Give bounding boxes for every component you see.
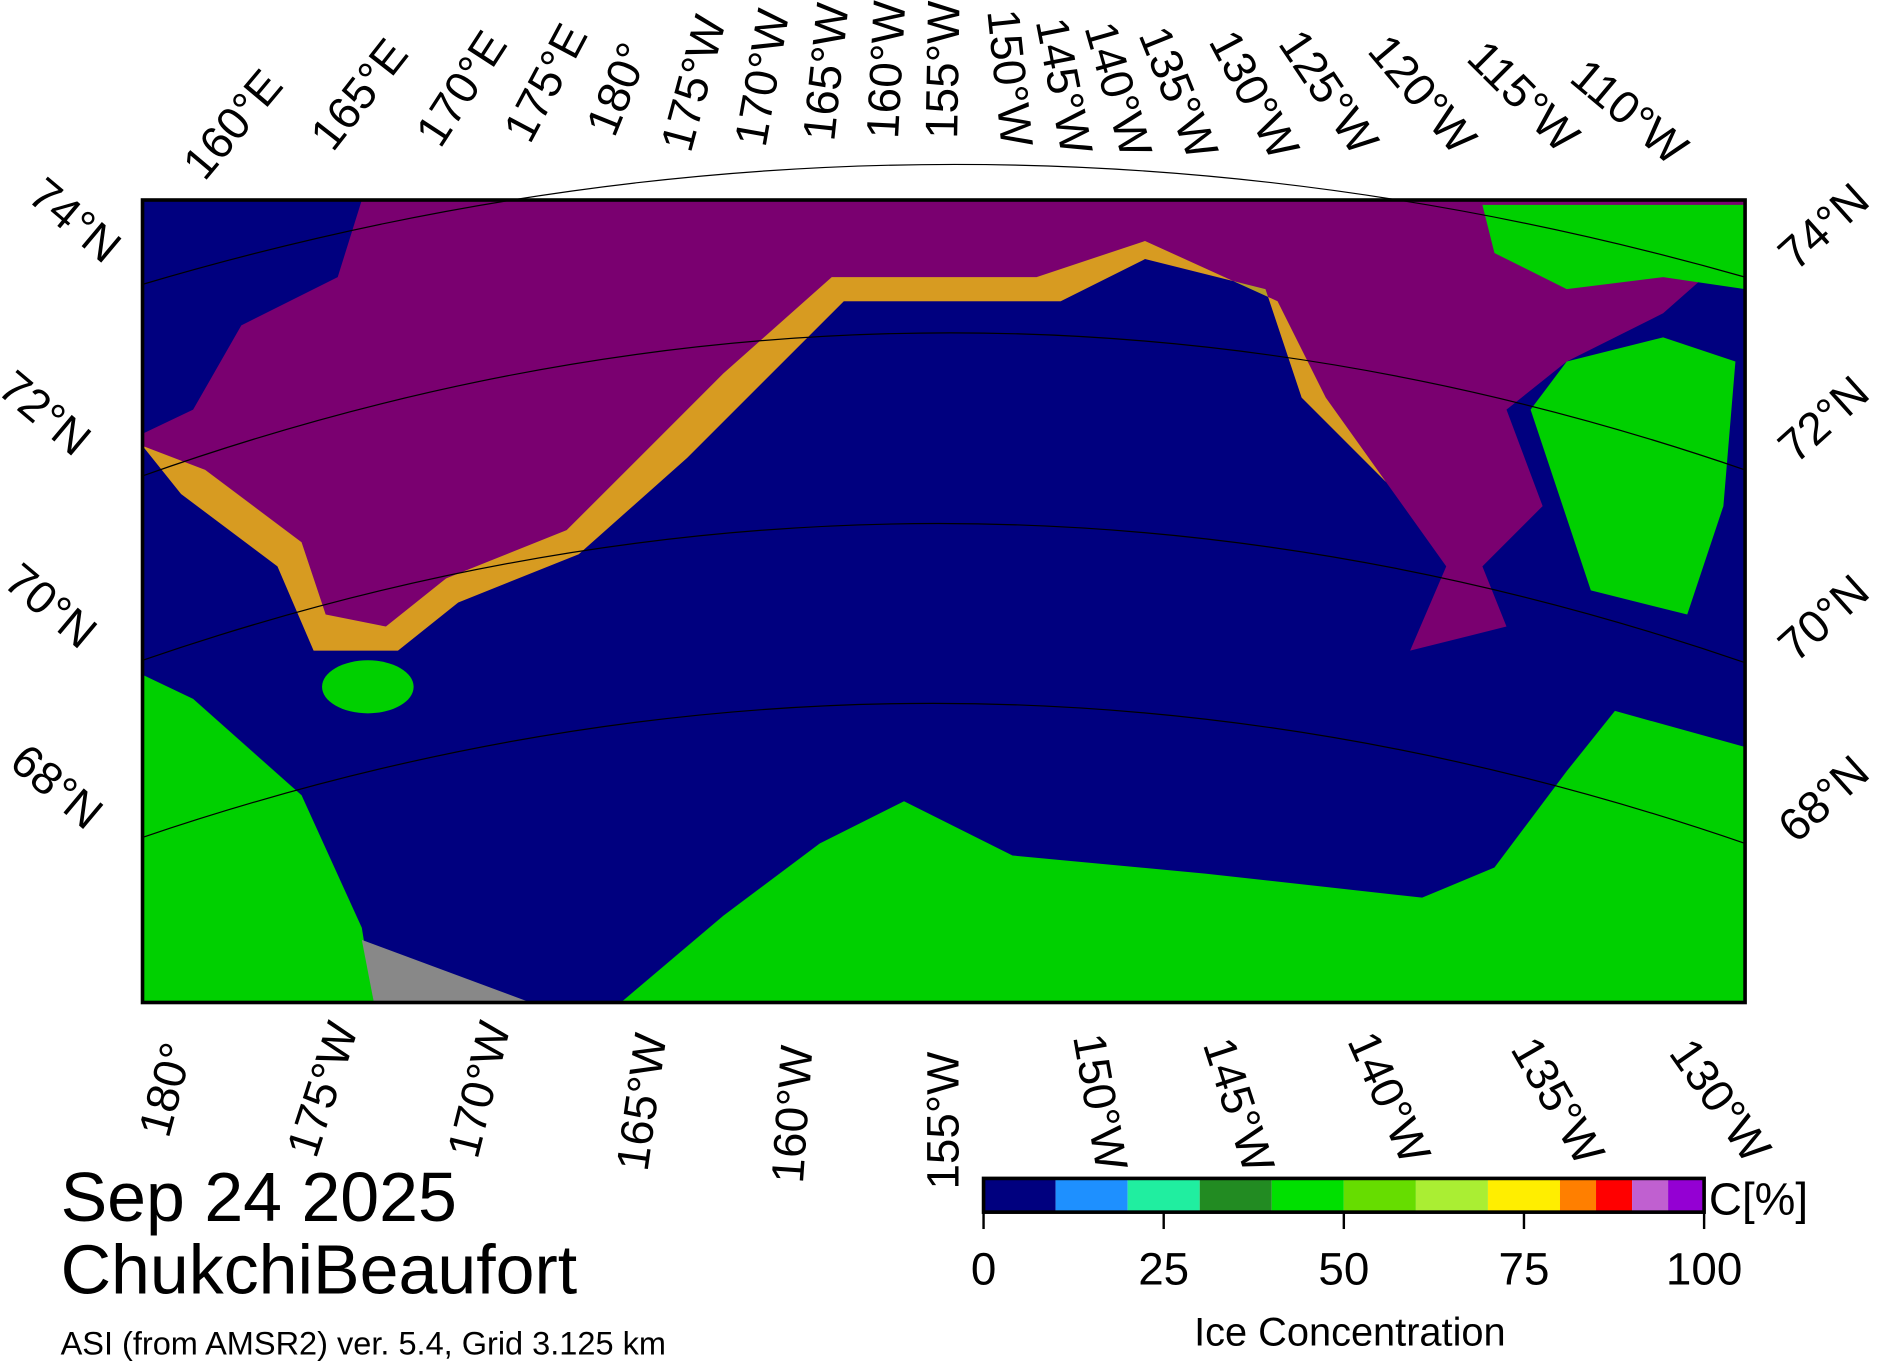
coord-label: 180° — [129, 1037, 203, 1142]
region: ChukchiBeaufort — [61, 1230, 578, 1308]
coord-label: 74°N — [19, 168, 130, 273]
land-siberia — [142, 674, 374, 1003]
coord-label: 155°W — [917, 1051, 968, 1190]
coord-label: 70°N — [1768, 565, 1878, 671]
colorbar-tick-label: 75 — [1499, 1243, 1550, 1294]
land-banks-island — [1530, 337, 1736, 615]
coord-label: 70°N — [0, 553, 106, 658]
map — [140, 163, 1747, 1005]
subtitle: ASI (from AMSR2) ver. 5.4, Grid 3.125 km — [61, 1325, 666, 1361]
colorbar-bin — [1668, 1178, 1705, 1213]
ocean-west — [142, 200, 362, 434]
date: Sep 24 2025 — [61, 1158, 457, 1236]
coord-label: 145°W — [1193, 1032, 1284, 1180]
colorbar-bin — [1559, 1178, 1597, 1213]
coord-label: 150°W — [1063, 1030, 1137, 1175]
coord-label: 135°W — [1501, 1028, 1614, 1174]
land-archipelago — [1482, 204, 1746, 290]
colorbar-label: Ice Concentration — [1194, 1311, 1506, 1355]
coord-label: 175°W — [651, 10, 736, 157]
colorbar-bin — [1343, 1178, 1416, 1213]
colorbar-bin — [1632, 1178, 1669, 1213]
land-alaska-canada — [620, 710, 1746, 1003]
coord-label: 155°W — [916, 0, 969, 139]
coord-label: 130°W — [1660, 1029, 1781, 1172]
coord-label: 160°E — [173, 60, 293, 189]
coord-label: 110°W — [1561, 49, 1697, 175]
colorbar-bin — [1271, 1178, 1344, 1213]
colorbar-tick-label: 100 — [1666, 1243, 1742, 1294]
colorbar-unit: C[%] — [1709, 1174, 1808, 1225]
coord-label: 72°N — [0, 361, 100, 466]
graticule — [142, 163, 1746, 845]
colorbar-bin — [1596, 1178, 1633, 1213]
coord-label: 140°W — [1338, 1024, 1441, 1171]
map-frame — [140, 198, 1747, 1005]
colorbar-bin — [983, 1178, 1056, 1213]
coord-label: 160°W — [857, 0, 915, 140]
coord-label: 120°W — [1359, 25, 1487, 164]
coord-label: 165°W — [607, 1029, 677, 1173]
coord-label: 72°N — [1768, 366, 1878, 472]
colorbar-tick-label: 25 — [1138, 1243, 1189, 1294]
colorbar-bin — [1415, 1178, 1488, 1213]
ice-pack — [142, 200, 1746, 651]
coord-label: 68°N — [1, 734, 112, 839]
coord-label: 175°E — [494, 16, 598, 150]
colorbar-bin — [1487, 1178, 1560, 1213]
colorbar-tick-label: 50 — [1318, 1243, 1369, 1294]
coord-label: 115°W — [1458, 31, 1590, 163]
colorbar-tick-label: 0 — [971, 1243, 996, 1294]
coord-label: 170°W — [725, 5, 799, 150]
coord-label: 170°E — [406, 22, 517, 155]
colorbar-bin — [1199, 1178, 1272, 1213]
coord-label: 170°W — [438, 1016, 521, 1163]
coord-label: 68°N — [1768, 746, 1878, 852]
coord-label: 165°E — [301, 29, 418, 159]
coord-label: 160°W — [762, 1043, 823, 1185]
coord-label: 74°N — [1768, 173, 1878, 279]
colorbar-bin — [1127, 1178, 1200, 1213]
land-wrangel — [322, 660, 414, 714]
colorbar-bin — [1055, 1178, 1128, 1213]
coord-label: 165°W — [793, 0, 858, 143]
coord-label: 175°W — [277, 1015, 368, 1163]
